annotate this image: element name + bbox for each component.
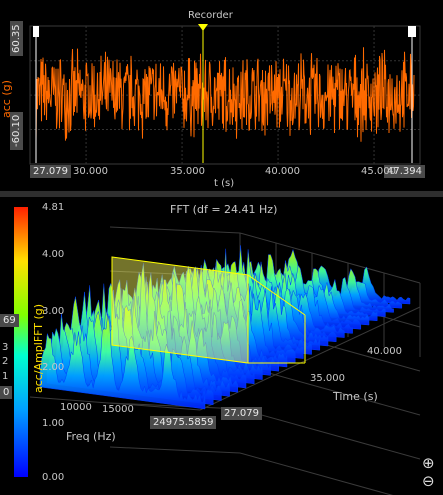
cursor-handle [198,24,208,31]
freq-end-box: 24975.5859 [150,416,217,429]
time-label: Time (s) [333,390,378,403]
time-tick-2: 35.000 [310,373,345,384]
x-start-box: 27.079 [30,165,71,178]
recorder-signal [35,47,415,142]
x-tick-2: 35.000 [170,166,205,177]
y-max-box: 60.35 [10,21,23,56]
z-tick-2: 4.00 [42,249,65,260]
x-end-box: 47.394 [384,165,425,178]
x-tick-4: 45.000 [361,166,396,177]
fft-panel: FFT (df = 24.41 Hz) 4.81 4.00 3.00 2.00 … [0,197,443,495]
fft-3d-plot[interactable] [0,197,443,495]
left-edge-value-2: 3 [2,342,9,353]
z-tick-3: 3.00 [42,306,65,317]
x-tick-3: 40.000 [265,166,300,177]
left-edge-value-5: 0 [0,386,13,399]
zoom-out-button[interactable]: ⊖ [422,472,435,490]
right-range-handle [408,26,416,37]
fft-title: FFT (df = 24.41 Hz) [170,203,278,216]
recorder-plot[interactable] [0,0,443,191]
left-range-handle [33,26,39,37]
left-edge-value-1: 69 [0,314,19,327]
recorder-ylabel: acc (g) [0,80,13,118]
recorder-xlabel: t (s) [214,178,235,189]
recorder-title: Recorder [188,10,233,21]
z-tick-5: 1.00 [42,418,65,429]
z-tick-4: 2.00 [42,362,65,373]
time-start-box: 27.079 [221,407,262,420]
colorbar [14,207,28,477]
freq-tick-1: 10000 [60,402,92,413]
freq-label: Freq (Hz) [66,430,116,443]
left-edge-value-4: 1 [2,371,9,382]
z-tick-6: 0.00 [42,472,65,483]
recorder-panel: Recorder 60.35 -60.10 acc (g) 27.079 47.… [0,0,443,191]
zoom-in-button[interactable]: ⊕ [422,454,435,472]
left-edge-value-3: 2 [2,356,9,367]
x-tick-1: 30.000 [73,166,108,177]
z-tick-1: 4.81 [42,202,65,213]
fft-zlabel: acc/AmplFFT (g) [32,303,45,393]
panel-divider[interactable] [0,191,443,197]
time-cursor-plane [111,256,249,364]
time-tick-1: 40.000 [367,346,402,357]
freq-tick-2: 15000 [102,404,134,415]
